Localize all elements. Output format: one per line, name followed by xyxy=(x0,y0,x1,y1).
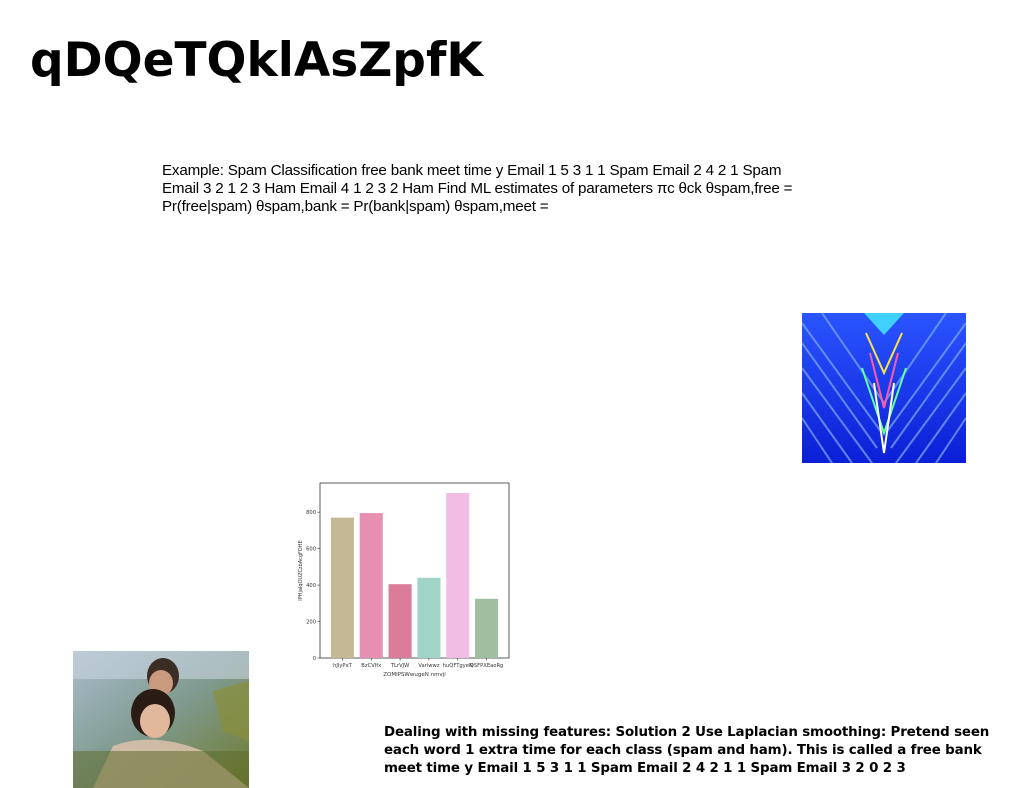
chart-y-label: lPHjaIqOUZCzbAcgFDHE xyxy=(298,540,304,600)
bar-TLrVJW xyxy=(388,584,412,658)
x-tick-label: QSFPXEaoRg xyxy=(470,663,504,669)
chart-bars xyxy=(330,493,499,658)
page-title: qDQeTQklAsZpfK xyxy=(30,33,483,88)
photo-image xyxy=(73,651,249,788)
bar-Varlwwz xyxy=(417,577,441,658)
y-tick-label: 0 xyxy=(313,656,316,662)
chart-x-label: ZOMlPSWwugeN nmvji xyxy=(383,672,446,678)
bar-QSFPXEaoRg xyxy=(475,598,499,658)
y-tick-label: 600 xyxy=(306,546,316,552)
bar-BzCVIfx xyxy=(359,513,383,658)
x-tick-label: BzCVIfx xyxy=(361,663,381,669)
y-tick-label: 400 xyxy=(306,583,316,589)
bar-chart: 0 200 400 600 800 hJlyPxT BzCVIfx TLrVJW Varlww… xyxy=(298,482,510,678)
bar-hJlyPxT xyxy=(330,517,354,658)
y-tick-label: 800 xyxy=(306,510,316,516)
x-tick-label: huQFTgyeN xyxy=(443,663,473,669)
bar-huQFTgyeN xyxy=(446,493,470,658)
x-tick-label: Varlwwz xyxy=(418,663,439,669)
missing-features-paragraph: Dealing with missing features: Solution … xyxy=(384,725,990,776)
chart-x-ticks: hJlyPxT BzCVIfx TLrVJW Varlwwz huQFTgyeNQSFP… xyxy=(333,658,503,669)
y-tick-label: 200 xyxy=(306,619,316,625)
chart-y-ticks: 0 200 400 600 800 xyxy=(306,510,320,662)
example-paragraph: Example: Spam Classification free bank m… xyxy=(162,162,793,215)
fractal-image xyxy=(802,313,966,463)
x-tick-label: hJlyPxT xyxy=(333,663,353,669)
x-tick-label: TLrVJW xyxy=(390,663,409,669)
